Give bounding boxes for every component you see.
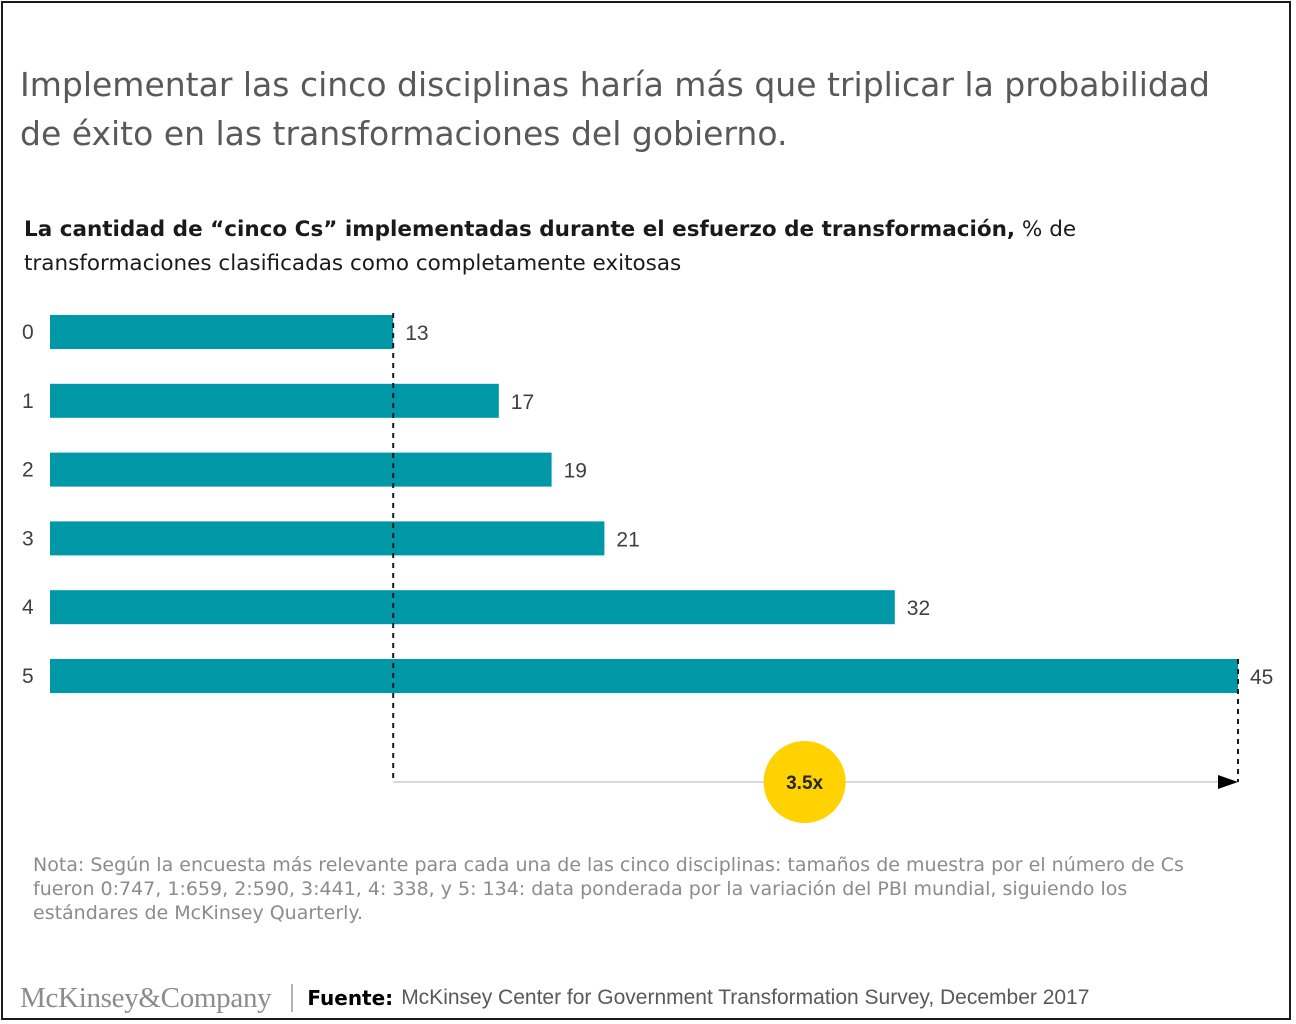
multiplier-badge [763, 741, 846, 823]
bar-5 [50, 659, 1238, 693]
value-label-5: 45 [1250, 666, 1273, 689]
multiplier-label: 3.5x [786, 773, 823, 794]
source-label: Fuente: [307, 986, 394, 1010]
value-label-4: 32 [907, 597, 930, 620]
footnote: Nota: Según la encuesta más relevante pa… [33, 854, 1184, 924]
value-label-3: 21 [616, 528, 639, 551]
chart-subtitle: La cantidad de “cinco Cs” implementadas … [24, 213, 1264, 281]
value-label-0: 13 [405, 322, 428, 345]
bar-0 [50, 315, 394, 349]
bar-4 [50, 590, 895, 625]
category-label-3: 3 [22, 527, 34, 550]
category-label-0: 0 [22, 321, 34, 344]
headline: Implementar las cinco disciplinas haría … [20, 65, 1210, 153]
bar-1 [50, 383, 499, 418]
footer: McKinsey&Company Fuente: McKinsey Center… [20, 978, 1280, 1018]
value-label-1: 17 [511, 391, 534, 414]
mckinsey-logo: McKinsey&Company [20, 981, 272, 1014]
category-label-4: 4 [22, 596, 34, 619]
footer-divider [291, 984, 294, 1012]
arrow-head [1218, 775, 1238, 789]
bar-2 [50, 452, 552, 487]
source-text: McKinsey Center for Government Transform… [401, 986, 1090, 1009]
bar-3 [50, 521, 605, 556]
value-label-2: 19 [564, 460, 587, 483]
bar-chart: 0 13 1 17 2 19 3 21 4 32 5 45 3.5x [22, 313, 1273, 823]
subtitle-rest: % de transformaciones clasificadas como … [24, 217, 1077, 276]
category-label-5: 5 [22, 665, 34, 688]
category-label-2: 2 [22, 459, 34, 482]
subtitle-bold: La cantidad de “cinco Cs” implementadas … [24, 217, 1016, 242]
category-label-1: 1 [22, 390, 34, 413]
